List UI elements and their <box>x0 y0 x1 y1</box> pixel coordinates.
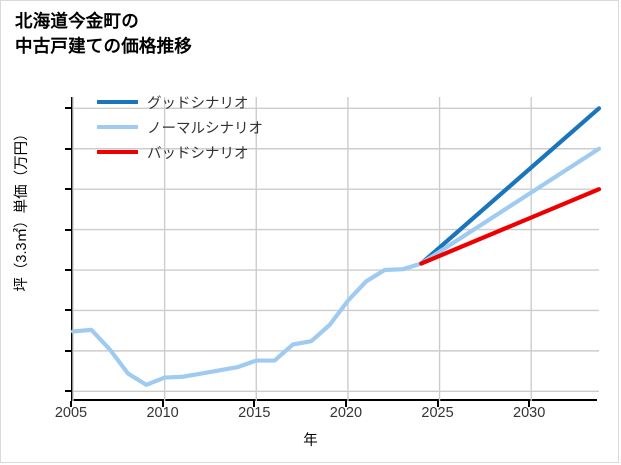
series-line <box>419 187 602 266</box>
y-axis-tick-mark <box>65 147 71 150</box>
y-axis-tick-mark <box>65 349 71 352</box>
legend-color-swatch <box>97 149 138 155</box>
x-axis-tick-label: 2025 <box>421 405 454 421</box>
x-axis-tick-mark <box>528 401 531 407</box>
x-axis-tick-mark <box>70 401 72 407</box>
x-axis-tick-mark <box>436 401 439 407</box>
series-line <box>419 106 602 266</box>
y-axis-tick-mark <box>65 228 71 231</box>
x-axis-tick-label: 2005 <box>54 405 88 421</box>
legend-label: ノーマルシナリオ <box>147 120 263 137</box>
legend-label: グッドシナリオ <box>147 95 249 112</box>
plot-area <box>70 97 602 401</box>
x-axis-tick-label: 2015 <box>238 405 271 421</box>
y-axis-tick-mark <box>65 390 71 393</box>
y-axis-tick-mark <box>65 107 71 110</box>
y-axis-title: 坪（3.3㎡）単価（万円） <box>14 126 30 292</box>
data-series-layer <box>70 106 602 387</box>
grid-lines <box>72 97 599 401</box>
y-axis-tick-mark <box>65 269 71 272</box>
x-axis-tick-label: 2030 <box>513 405 546 421</box>
legend-entry: バッドシナリオ <box>97 143 263 162</box>
x-axis-tick-mark <box>253 401 256 407</box>
x-axis-tick-mark <box>161 401 164 407</box>
y-axis-tick-mark <box>65 309 71 312</box>
x-axis-tick-mark <box>344 401 347 407</box>
legend-color-swatch <box>97 99 138 105</box>
x-axis-tick-label: 2010 <box>146 405 179 421</box>
chart-title: 北海道今金町の 中古戸建ての価格推移 <box>15 11 192 56</box>
series-line <box>70 261 424 387</box>
x-axis-tick-label: 2020 <box>329 405 363 421</box>
legend-entry: ノーマルシナリオ <box>97 118 263 137</box>
y-axis-tick-mark <box>65 188 71 191</box>
legend-color-swatch <box>97 124 138 130</box>
legend-entry: グッドシナリオ <box>97 93 263 112</box>
x-axis-title: 年 <box>303 433 318 449</box>
legend-label: バッドシナリオ <box>147 145 249 162</box>
chart-legend: グッドシナリオ ノーマルシナリオ バッドシナリオ <box>97 93 263 162</box>
series-line <box>419 146 602 266</box>
